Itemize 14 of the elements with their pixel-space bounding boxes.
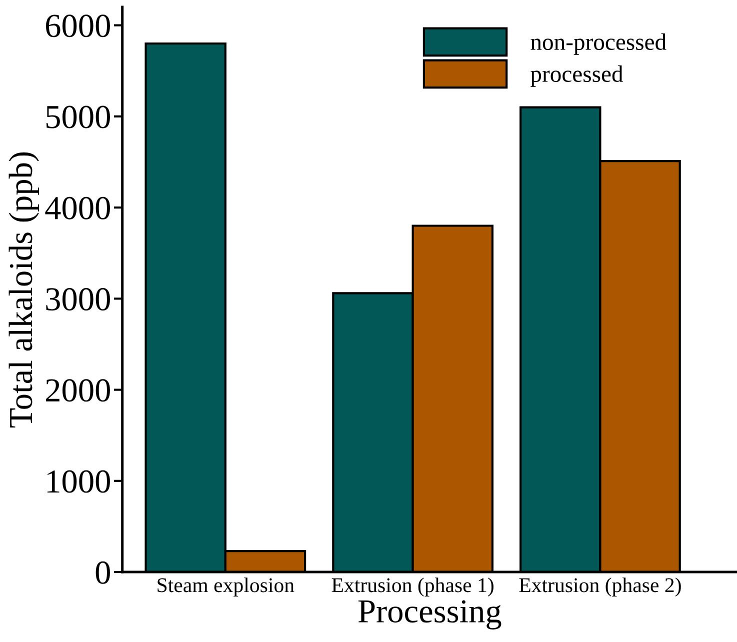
y-tick-label: 2000 [46,379,110,402]
x-tick-label: Extrusion (phase 2) [519,578,681,596]
y-tick-label: 1000 [47,470,110,493]
y-tick-label: 0 [96,561,110,584]
x-tick-label: Steam explosion [158,578,294,596]
y-tick-label: 3000 [46,288,110,311]
legend-label: processed [530,65,624,87]
y-tick-label: 4000 [45,196,110,220]
y-axis-title: Total alkaloids (ppb) [8,152,40,428]
legend-label: non-processed [530,33,666,55]
y-tick-label: 5000 [46,106,110,128]
x-tick-label: Extrusion (phase 1) [332,578,494,596]
x-axis-title: Processing [358,600,502,630]
y-tick-label: 6000 [46,14,110,38]
